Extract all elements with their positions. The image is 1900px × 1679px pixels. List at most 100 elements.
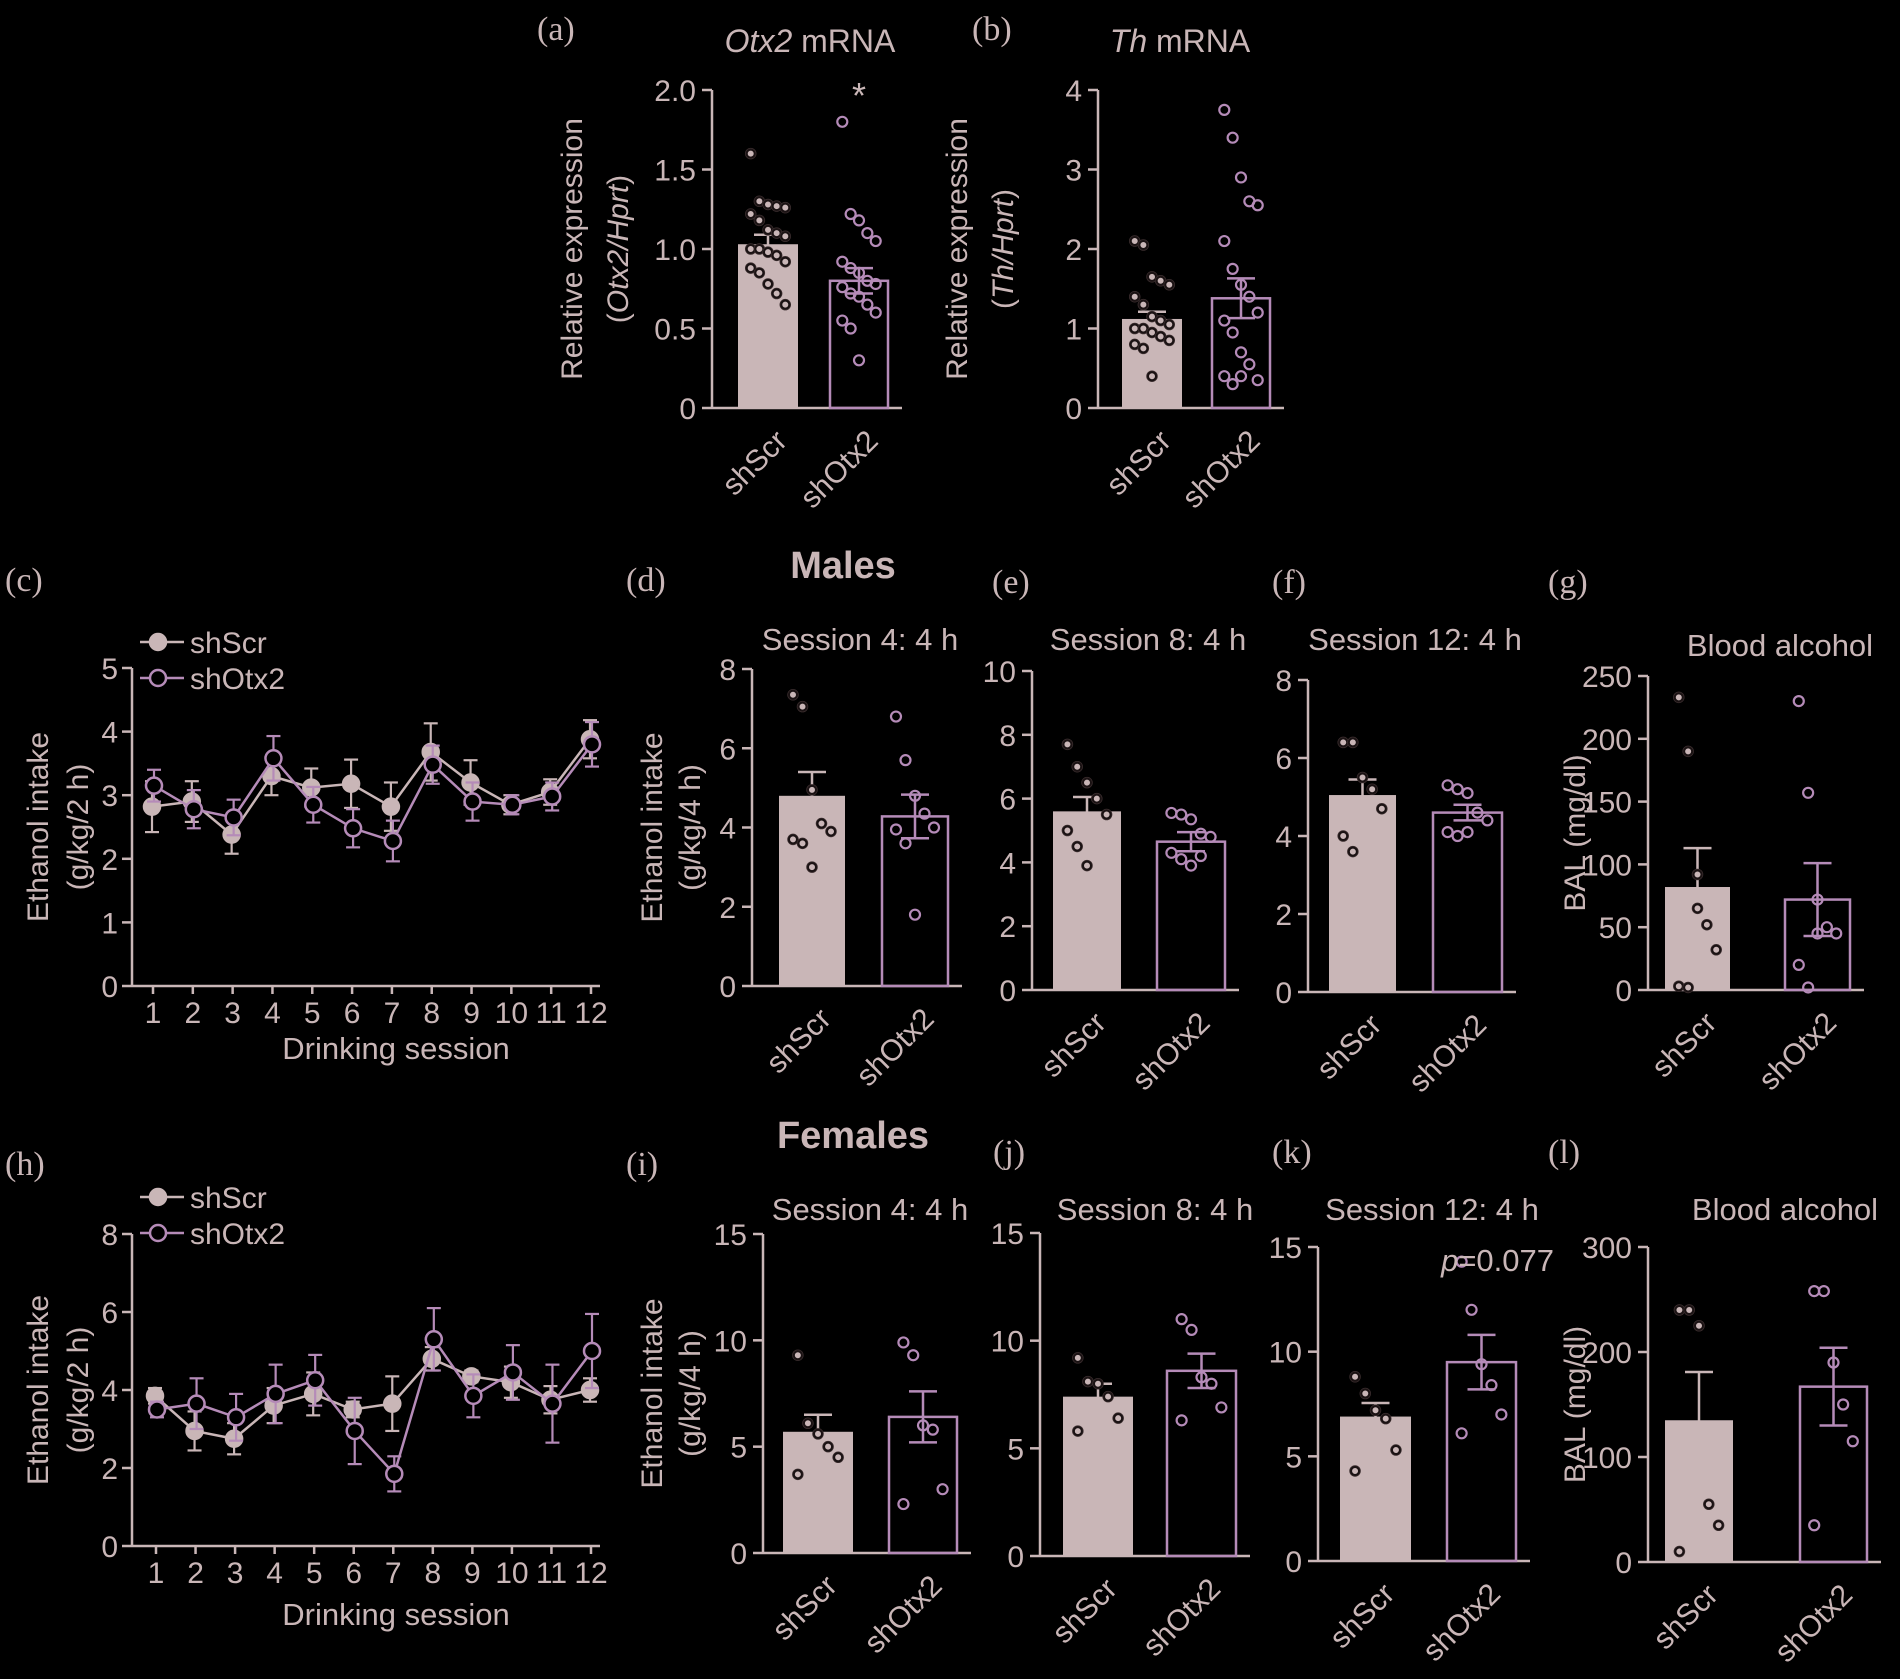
y-axis-label-2: (Otx2/Hprt)	[602, 175, 635, 323]
data-point-ring	[797, 838, 808, 849]
data-point	[1811, 893, 1824, 906]
data-point	[1475, 1358, 1488, 1371]
data-point-ring	[802, 1418, 813, 1429]
data-point	[1205, 1377, 1218, 1390]
data-point	[1441, 779, 1454, 792]
y-tick-label: 50	[1599, 912, 1632, 945]
x-tick-label: shScr	[1311, 1008, 1389, 1086]
bar-shOtx2	[880, 815, 950, 988]
y-tick-label: 8	[999, 720, 1016, 753]
x-tick-label: 3	[227, 1557, 244, 1590]
bar-shScr	[1053, 811, 1121, 990]
data-point-ring	[1147, 371, 1157, 382]
data-point	[1218, 234, 1231, 248]
y-tick-label: 2	[719, 892, 736, 925]
data-point-ring	[1155, 315, 1166, 326]
panel-label: (d)	[626, 562, 666, 599]
data-point	[1792, 695, 1805, 708]
y-tick-label: 1	[101, 907, 118, 940]
data-point	[836, 115, 849, 128]
y-tick-label: 2	[999, 911, 1016, 944]
y-tick-label: 0.5	[654, 314, 696, 347]
data-point-ring	[1138, 240, 1149, 251]
data-point-ring	[780, 231, 791, 242]
y-tick-label: 100	[1582, 1442, 1632, 1475]
x-tick-label: shOtx2	[1403, 1008, 1494, 1099]
data-point-ring	[833, 1452, 844, 1463]
data-point	[1802, 981, 1815, 994]
title-italic: Otx2	[725, 23, 793, 59]
y-axis-label: Relative expression	[556, 118, 589, 380]
y-tick-label: 10	[714, 1325, 747, 1358]
data-point-ring	[823, 1441, 834, 1452]
data-point-shOtx2	[385, 1464, 404, 1484]
data-point-shOtx2	[224, 808, 243, 827]
y-tick-label: 0	[1065, 393, 1082, 426]
data-point-ring	[1072, 1352, 1083, 1363]
data-point-ring	[1155, 331, 1166, 342]
chart-title: Otx2 mRNA	[725, 23, 896, 59]
data-point-ring	[1155, 275, 1166, 286]
x-tick-label: 1	[145, 997, 162, 1030]
y-tick-label: 5	[1007, 1433, 1024, 1466]
data-point	[1226, 378, 1239, 391]
data-point	[907, 1349, 920, 1362]
x-tick-label: 11	[536, 997, 567, 1030]
data-point-ring	[1082, 777, 1092, 788]
data-point-ring	[1062, 739, 1073, 750]
data-point-ring	[745, 209, 756, 220]
data-point-ring	[1072, 761, 1083, 772]
data-point	[897, 1497, 910, 1511]
y-tick-label: 2.0	[654, 75, 696, 108]
y-tick-label: 8	[101, 1219, 118, 1252]
y-tick-label: 10	[1269, 1337, 1302, 1370]
x-tick-label: shOtx2	[794, 424, 885, 515]
data-point-ring	[792, 1350, 803, 1361]
data-point-ring	[1082, 1376, 1093, 1387]
data-point	[1485, 1379, 1498, 1392]
chart-title: Session 4: 4 h	[762, 622, 958, 657]
chart-title: Session 4: 4 h	[772, 1192, 968, 1227]
data-point	[1175, 1414, 1188, 1427]
chart-title: Blood alcohol	[1692, 1192, 1878, 1227]
data-point-ring	[1138, 299, 1149, 310]
data-point	[1251, 306, 1264, 319]
data-point-shOtx2	[582, 735, 602, 754]
x-tick-label: shOtx2	[1769, 1578, 1860, 1669]
data-point-shScr	[381, 797, 401, 816]
data-point-ring	[797, 701, 808, 712]
data-point	[1455, 1427, 1468, 1440]
data-point-ring	[1674, 1546, 1685, 1557]
y-tick-label: 4	[101, 717, 118, 750]
chart-title: Session 8: 4 h	[1057, 1192, 1253, 1227]
y-axis-label-2: (Th/Hprt)	[987, 189, 1020, 309]
x-tick-label: shOtx2	[1753, 1006, 1844, 1097]
data-point-shScr	[580, 1380, 600, 1400]
y-tick-label: 3	[1065, 155, 1082, 188]
data-point	[897, 1336, 910, 1349]
data-point-shOtx2	[463, 792, 482, 811]
y-tick-label: 4	[1275, 821, 1292, 854]
data-point-ring	[1674, 1305, 1685, 1315]
x-tick-label: 10	[495, 1557, 528, 1590]
data-point-ring	[1147, 311, 1157, 322]
y-tick-label: 2	[1065, 234, 1082, 267]
data-point-ring	[1147, 271, 1157, 282]
y-tick-label: 4	[999, 847, 1016, 880]
data-point-ring	[1082, 860, 1092, 871]
y-tick-label: 300	[1582, 1232, 1632, 1265]
data-point	[916, 1419, 930, 1432]
series-line-shScr	[151, 738, 591, 837]
chart-title: Session 12: 4 h	[1325, 1192, 1539, 1227]
x-tick-label: 5	[306, 1557, 323, 1590]
x-tick-label: shScr	[1035, 1006, 1113, 1084]
y-tick-label: 0	[1285, 1546, 1302, 1579]
data-point-ring	[1129, 236, 1140, 247]
data-point-ring	[1101, 809, 1112, 820]
y-tick-label: 0	[1615, 1547, 1632, 1580]
data-point-ring	[1164, 335, 1175, 346]
data-point-shOtx2	[345, 1421, 364, 1441]
data-point	[1175, 1313, 1188, 1326]
data-point-ring	[754, 215, 765, 226]
